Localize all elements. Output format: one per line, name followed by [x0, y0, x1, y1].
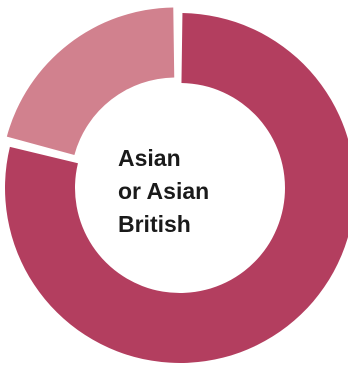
donut-slice-2: [6, 7, 175, 155]
center-label-line-1: Asian: [118, 145, 181, 171]
donut-slice-1: [5, 13, 348, 363]
center-label-line-2: or Asian: [118, 178, 210, 204]
center-label-line-3: British: [118, 211, 191, 237]
center-label: Asian or Asian British: [118, 142, 268, 241]
